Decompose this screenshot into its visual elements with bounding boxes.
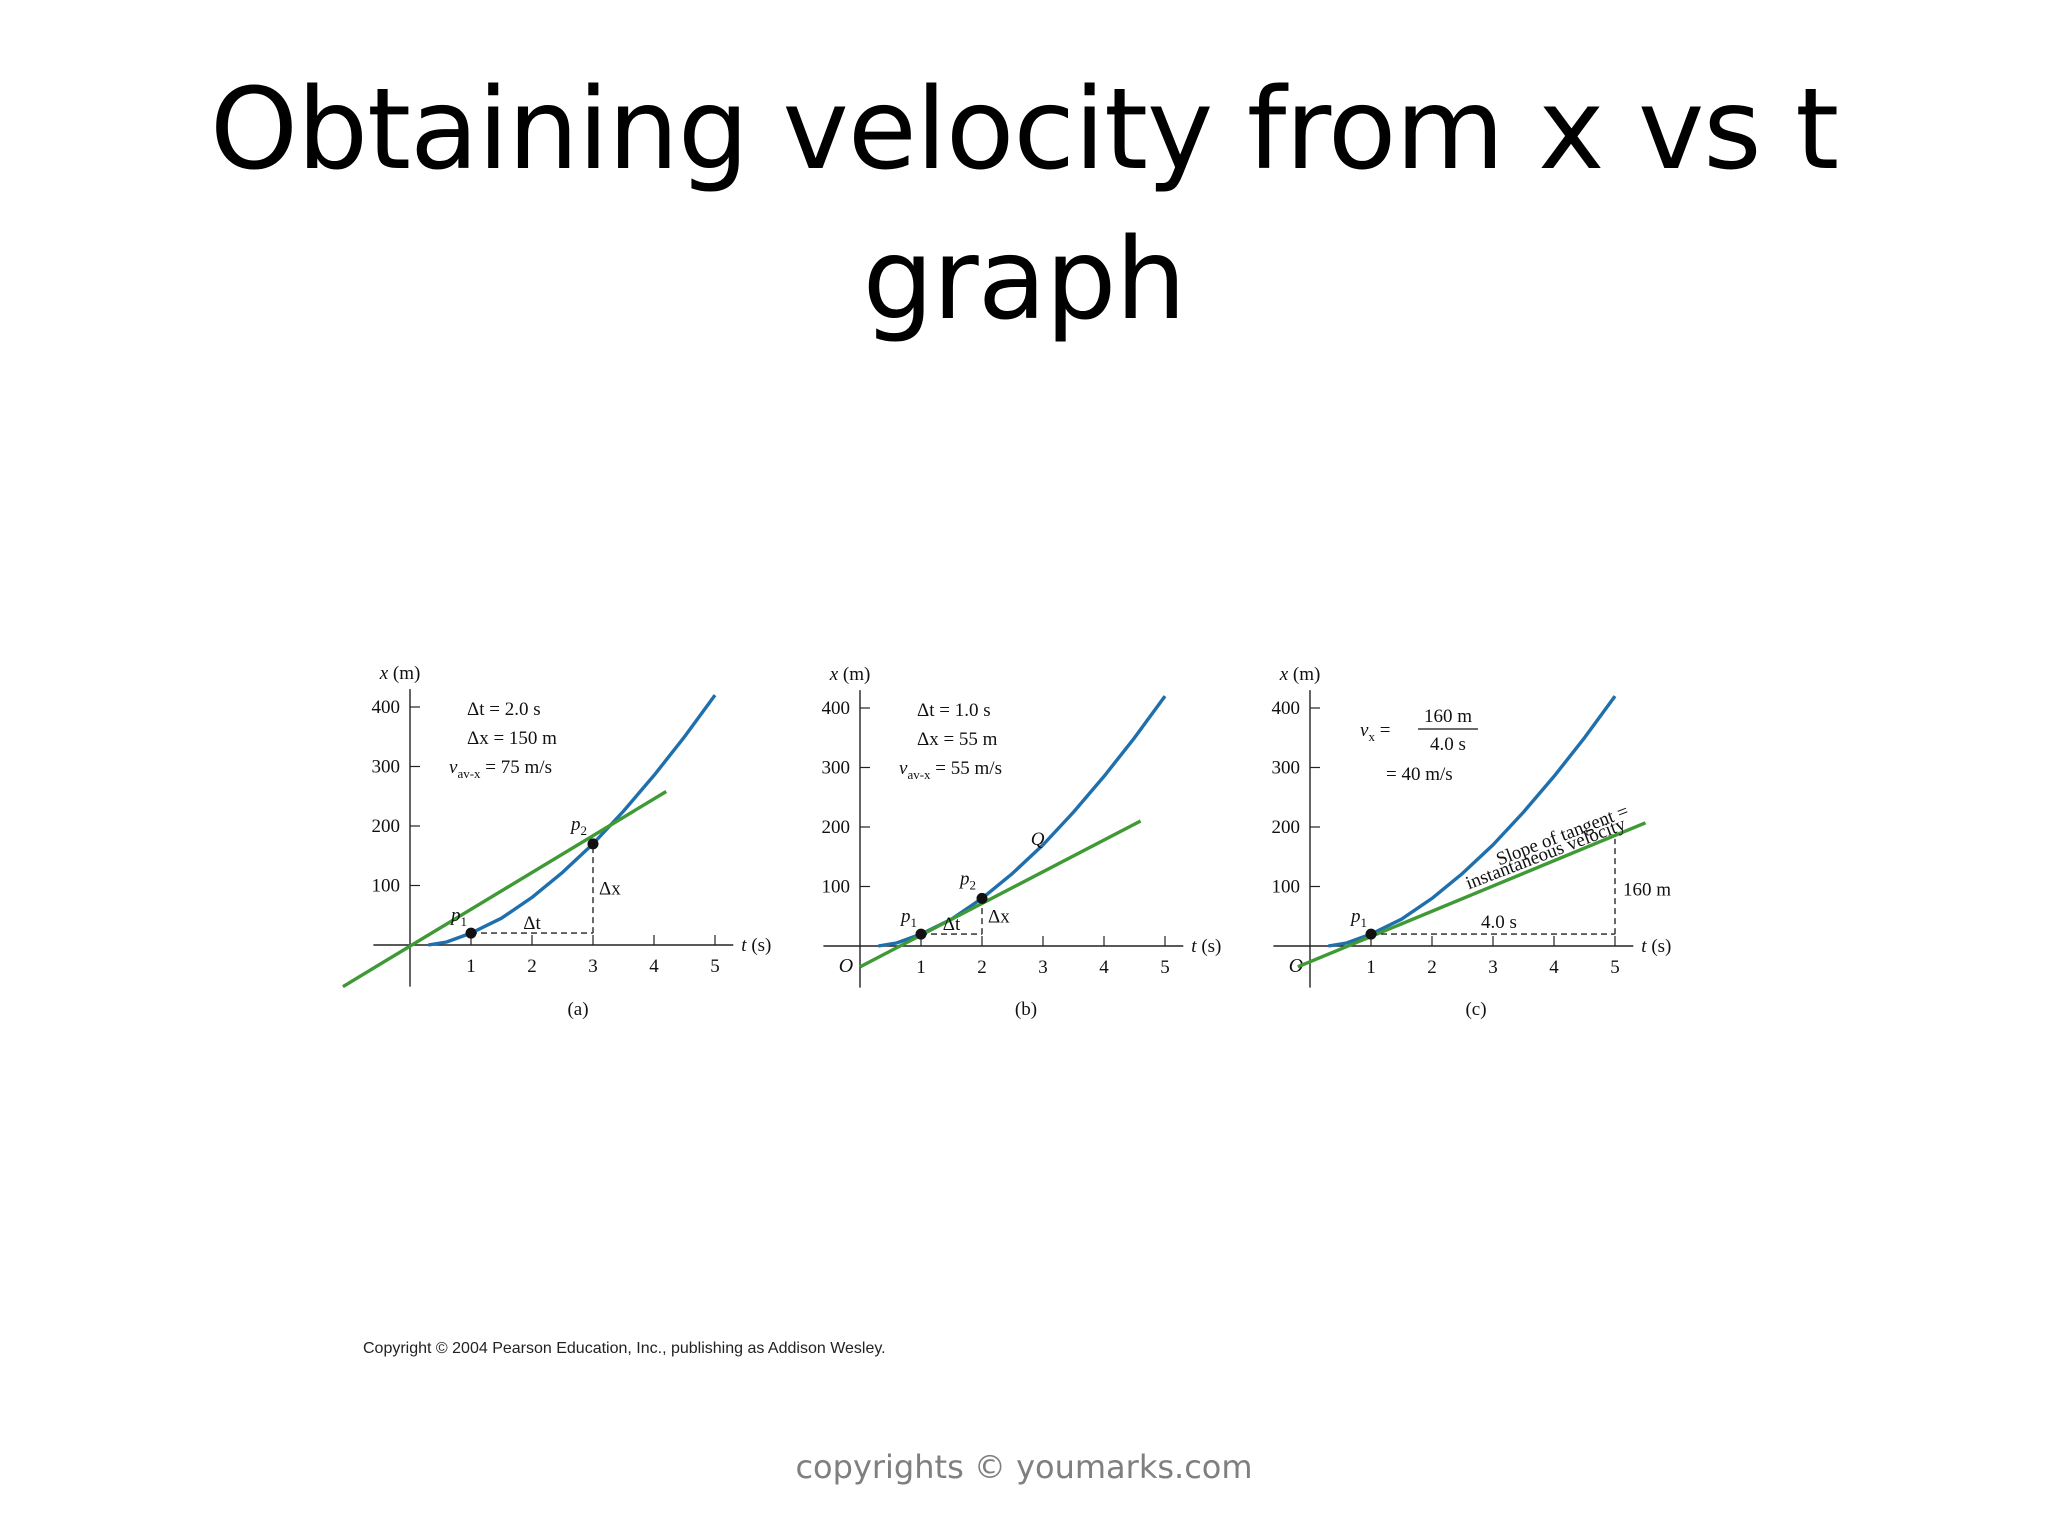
annotation-line-2: Δx = 55 m bbox=[917, 729, 998, 750]
point-label-p1: p1 bbox=[1349, 906, 1367, 930]
annotation-line-3: vav-x = 75 m/s bbox=[449, 757, 552, 781]
position-curve bbox=[1328, 695, 1617, 948]
point-label-p2: p2 bbox=[958, 868, 976, 892]
delta-x-label: Δx bbox=[988, 906, 1010, 927]
annotation-denominator: 4.0 s bbox=[1430, 734, 1466, 755]
chart-panel-a: 1 2 3 4 5 100 200 300 400 x (m) t (s) Δt Δx p1 p2 (a) bbox=[342, 663, 771, 1020]
y-tick-label: 400 bbox=[822, 698, 851, 719]
y-axis-label: x (m) bbox=[379, 663, 421, 684]
x-tick-label: 1 bbox=[916, 957, 926, 978]
annotation-line-1: Δt = 1.0 s bbox=[917, 700, 991, 721]
secant-line bbox=[342, 790, 668, 989]
y-tick-label: 400 bbox=[1272, 698, 1301, 719]
x-tick-label: 5 bbox=[1610, 957, 1620, 978]
secant-line bbox=[859, 819, 1142, 969]
x-axis-label: t (s) bbox=[1641, 936, 1671, 957]
x-tick-label: 3 bbox=[1038, 957, 1048, 978]
x-tick-label: 2 bbox=[527, 956, 537, 977]
point-p1 bbox=[1365, 928, 1377, 940]
origin-label: O bbox=[1289, 955, 1303, 977]
x-tick-label: 5 bbox=[1160, 957, 1170, 978]
x-tick-label: 3 bbox=[1488, 957, 1498, 978]
delta-t-label: Δt bbox=[943, 914, 961, 935]
delta-x-label: Δx bbox=[599, 878, 621, 899]
point-label-p1: p1 bbox=[449, 905, 467, 929]
y-tick-label: 200 bbox=[372, 816, 401, 837]
x-tick-label: 4 bbox=[1549, 957, 1559, 978]
y-tick-label: 300 bbox=[822, 758, 851, 779]
y-tick-label: 300 bbox=[1272, 758, 1301, 779]
x-tick-label: 3 bbox=[588, 956, 598, 977]
point-q-label: Q bbox=[1031, 829, 1045, 850]
annotation-vx: vx = bbox=[1360, 720, 1390, 744]
point-label-p2: p2 bbox=[569, 814, 587, 838]
x-tick-label: 4 bbox=[649, 956, 659, 977]
position-curve bbox=[878, 695, 1167, 948]
slide-title: Obtaining velocity from x vs t graph bbox=[209, 65, 1839, 345]
y-tick-label: 300 bbox=[372, 757, 401, 778]
x-tick-label: 5 bbox=[710, 956, 720, 977]
y-tick-label: 200 bbox=[822, 817, 851, 838]
point-p1 bbox=[465, 927, 477, 939]
annotation-line-1: Δt = 2.0 s bbox=[467, 699, 541, 720]
point-p2 bbox=[587, 838, 599, 850]
y-tick-label: 100 bbox=[822, 877, 851, 898]
annotation-numerator: 160 m bbox=[1424, 706, 1472, 727]
panel-label: (a) bbox=[567, 999, 588, 1020]
x-tick-label: 1 bbox=[1366, 957, 1376, 978]
x-axis-label: t (s) bbox=[741, 935, 771, 956]
rise-label: 160 m bbox=[1623, 879, 1671, 900]
chart-panel-b: 1 2 3 4 5 100 200 300 400 x (m) t (s) O Δt Δx p1 p2 Q (b) bbox=[822, 664, 1222, 1020]
panel-label: (b) bbox=[1015, 999, 1037, 1020]
copyright-note: Copyright © 2004 Pearson Education, Inc.… bbox=[363, 1340, 886, 1357]
point-p2 bbox=[976, 892, 988, 904]
tangent-line bbox=[1297, 821, 1647, 969]
origin-label: O bbox=[839, 955, 853, 977]
x-tick-label: 2 bbox=[1427, 957, 1437, 978]
delta-t-label: Δt bbox=[523, 913, 541, 934]
position-curve bbox=[428, 694, 717, 947]
y-tick-label: 100 bbox=[1272, 877, 1301, 898]
x-tick-label: 1 bbox=[466, 956, 476, 977]
run-label: 4.0 s bbox=[1481, 912, 1517, 933]
point-label-p1: p1 bbox=[899, 906, 917, 930]
panel-label: (c) bbox=[1465, 999, 1486, 1020]
y-axis-label: x (m) bbox=[829, 664, 871, 685]
annotation-result: = 40 m/s bbox=[1386, 764, 1453, 785]
annotation-line-2: Δx = 150 m bbox=[467, 728, 557, 749]
y-tick-label: 100 bbox=[372, 876, 401, 897]
x-tick-label: 4 bbox=[1099, 957, 1109, 978]
annotation-line-3: vav-x = 55 m/s bbox=[899, 758, 1002, 782]
y-tick-label: 200 bbox=[1272, 817, 1301, 838]
x-axis-label: t (s) bbox=[1191, 936, 1221, 957]
y-axis-label: x (m) bbox=[1279, 664, 1321, 685]
point-p1 bbox=[915, 928, 927, 940]
x-tick-label: 2 bbox=[977, 957, 987, 978]
footer-text: copyrights © youmarks.com bbox=[795, 1448, 1253, 1486]
y-tick-label: 400 bbox=[372, 697, 401, 718]
